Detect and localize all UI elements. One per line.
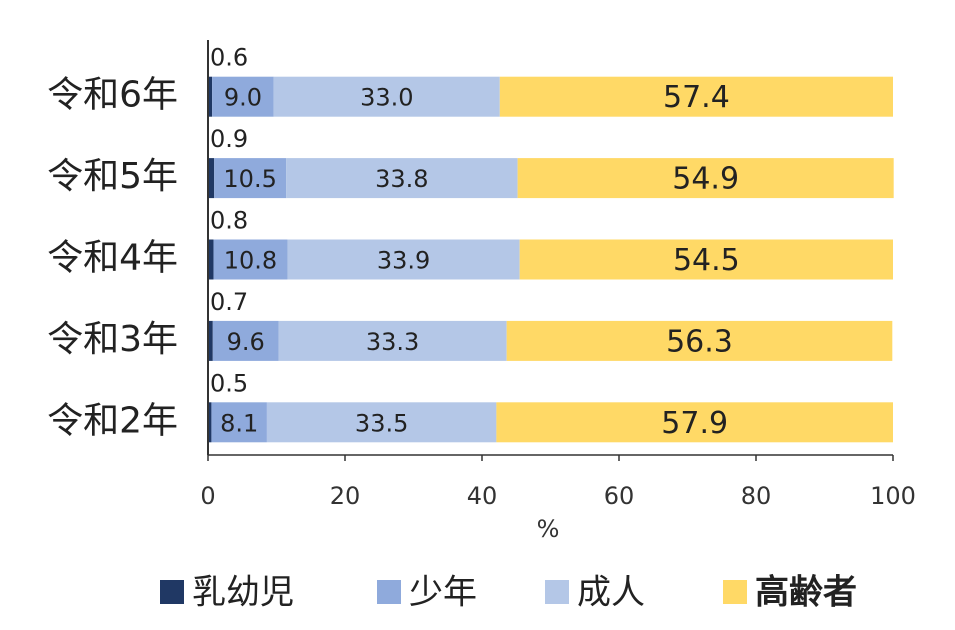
- bar-segment: [496, 402, 893, 443]
- data-label: 10.8: [224, 247, 277, 275]
- data-label: 33.8: [375, 165, 428, 193]
- legend-label: 少年: [409, 573, 477, 613]
- data-label: 9.6: [227, 328, 265, 356]
- data-label: 57.9: [661, 406, 728, 441]
- data-label: 0.6: [210, 44, 248, 72]
- bar-segment: [213, 239, 288, 280]
- x-tick-label: 60: [604, 482, 635, 510]
- bar-segment: [208, 158, 215, 199]
- legend-label: 成人: [577, 573, 645, 613]
- x-tick-label: 40: [467, 482, 498, 510]
- y-tick-label: 令和6年: [47, 75, 178, 116]
- y-tick-label: 令和4年: [47, 238, 178, 279]
- y-tick-label: 令和2年: [47, 400, 178, 441]
- bar-segment: [212, 320, 279, 361]
- data-label: 54.9: [672, 162, 739, 197]
- bar-segment: [499, 76, 893, 117]
- bar-segment: [211, 402, 267, 443]
- legend-swatch: [377, 580, 401, 604]
- data-label: 0.9: [210, 125, 248, 153]
- x-tick-label: 80: [741, 482, 772, 510]
- data-label: 33.0: [360, 84, 413, 112]
- x-axis-label: %: [537, 515, 560, 543]
- legend-label: 乳幼児: [192, 573, 294, 613]
- y-tick-label: 令和5年: [47, 156, 178, 197]
- data-label: 8.1: [220, 409, 258, 437]
- legend-swatch: [545, 580, 569, 604]
- legend-swatch: [160, 580, 184, 604]
- data-label: 33.9: [377, 247, 430, 275]
- data-label: 0.5: [210, 369, 248, 397]
- data-label: 10.5: [223, 165, 276, 193]
- bar-segment: [506, 320, 893, 361]
- data-label: 33.5: [355, 409, 408, 437]
- data-label: 33.3: [366, 328, 419, 356]
- x-tick-label: 100: [870, 482, 916, 510]
- legend-label: 高齢者: [755, 573, 857, 613]
- bar-segment: [214, 158, 287, 199]
- bar-segment: [212, 76, 274, 117]
- bar-segment: [208, 402, 212, 443]
- bar-segment: [286, 158, 518, 199]
- bar-segment: [208, 320, 213, 361]
- bar-segment: [278, 320, 507, 361]
- data-label: 0.8: [210, 207, 248, 235]
- bar-segment: [208, 239, 214, 280]
- x-tick-label: 0: [200, 482, 215, 510]
- data-label: 0.7: [210, 288, 248, 316]
- bar-segment: [287, 239, 520, 280]
- data-label: 56.3: [666, 324, 733, 359]
- bar-segment: [273, 76, 500, 117]
- data-label: 57.4: [663, 80, 730, 115]
- x-tick-label: 20: [330, 482, 361, 510]
- legend-swatch: [723, 580, 747, 604]
- bar-segment: [266, 402, 497, 443]
- bar-segment: [519, 239, 893, 280]
- y-tick-label: 令和3年: [47, 319, 178, 360]
- data-label: 9.0: [224, 84, 262, 112]
- data-label: 54.5: [673, 243, 740, 278]
- bar-segment: [208, 76, 213, 117]
- bar-segment: [517, 158, 894, 199]
